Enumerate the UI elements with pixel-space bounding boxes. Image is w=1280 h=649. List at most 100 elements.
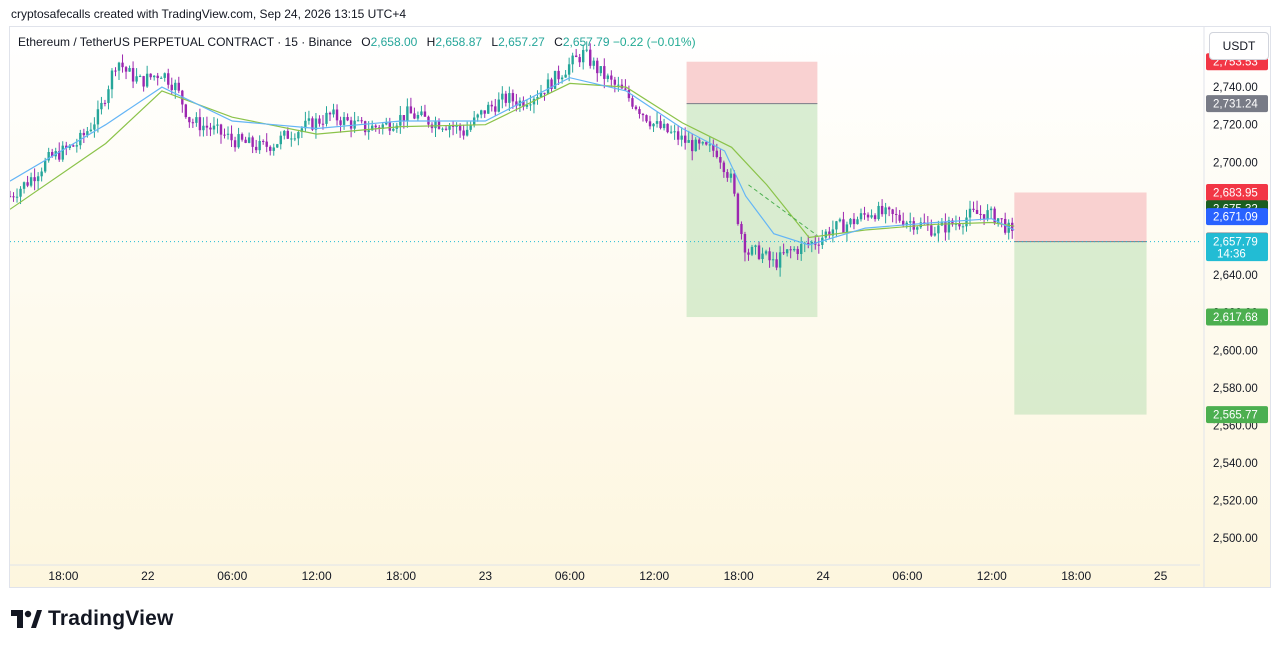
candle xyxy=(627,89,631,99)
candle xyxy=(276,144,279,148)
candle xyxy=(891,209,894,215)
price-label: 2,565.77 xyxy=(1206,406,1268,424)
candle xyxy=(318,118,321,124)
price-label: 2,617.68 xyxy=(1206,308,1268,326)
candle xyxy=(202,125,205,131)
y-tick-label: 2,700.00 xyxy=(1213,157,1258,169)
chart-frame[interactable]: 18:00 22 06:00 12:00 18:00 23 06:00 12:00 18:00 2… xyxy=(9,26,1271,588)
candle xyxy=(332,109,335,115)
candle xyxy=(184,104,188,118)
price-label-box xyxy=(1206,208,1268,226)
open-label: O xyxy=(361,35,371,49)
candle xyxy=(916,227,919,230)
candle xyxy=(722,162,726,173)
candle xyxy=(539,92,543,98)
candle xyxy=(852,218,856,225)
candle xyxy=(47,152,50,161)
candle xyxy=(898,214,901,221)
candle xyxy=(325,112,328,124)
candle xyxy=(367,130,370,133)
candle xyxy=(58,151,61,160)
candle xyxy=(824,231,828,238)
candle xyxy=(152,75,156,78)
price-label-box xyxy=(1206,233,1268,262)
x-tick-label: 22 xyxy=(141,569,155,583)
candle xyxy=(701,142,704,144)
candle xyxy=(212,125,216,130)
tradingview-brand[interactable]: TV TradingView xyxy=(11,606,174,632)
candle xyxy=(828,231,831,236)
candle xyxy=(648,121,652,127)
price-chart[interactable]: 18:00 22 06:00 12:00 18:00 23 06:00 12:00 18:00 2… xyxy=(10,27,1271,588)
candle xyxy=(968,208,972,218)
candle xyxy=(596,60,599,74)
candle xyxy=(416,115,420,119)
candle xyxy=(374,125,377,128)
y-tick-label: 2,540.00 xyxy=(1213,458,1258,470)
candle xyxy=(339,120,342,125)
candle xyxy=(743,234,747,253)
candle xyxy=(469,125,472,130)
price-label-text: 2,657.79 xyxy=(1213,237,1258,249)
candle xyxy=(328,112,332,115)
candle xyxy=(996,218,1000,224)
candle xyxy=(286,130,290,139)
candle xyxy=(511,93,515,102)
x-tick-label: 25 xyxy=(1154,569,1168,583)
candle xyxy=(170,84,173,91)
candle xyxy=(617,84,620,86)
candle xyxy=(982,214,986,220)
candle xyxy=(61,145,64,160)
candle xyxy=(574,55,578,58)
candle xyxy=(209,127,212,130)
candle xyxy=(652,123,655,127)
candle xyxy=(546,79,550,94)
candle xyxy=(564,74,567,78)
candle xyxy=(494,106,497,112)
candle xyxy=(371,125,374,131)
candle xyxy=(205,125,209,128)
trend-dashed-line xyxy=(748,184,818,237)
candle xyxy=(22,182,26,189)
candle xyxy=(103,102,107,104)
currency-button[interactable]: USDT xyxy=(1209,32,1269,60)
candle xyxy=(631,98,634,107)
close-label: C xyxy=(554,35,563,49)
candle xyxy=(121,62,124,68)
candle xyxy=(993,208,996,224)
high-value: 2,658.87 xyxy=(435,35,483,49)
candle xyxy=(497,99,501,112)
candle xyxy=(662,123,666,129)
candle xyxy=(124,67,128,72)
candle xyxy=(747,252,750,255)
candle xyxy=(434,121,437,129)
low-label: L xyxy=(491,35,499,49)
candle xyxy=(293,138,297,140)
candle xyxy=(961,226,965,228)
candle xyxy=(89,129,93,132)
candle xyxy=(557,70,560,80)
stop-loss-zone xyxy=(1014,192,1147,242)
y-tick-label: 2,640.00 xyxy=(1213,270,1258,282)
candle xyxy=(550,79,553,89)
price-label-text: 2,565.77 xyxy=(1213,410,1258,422)
symbol-legend: Ethereum / TetherUS PERPETUAL CONTRACT ·… xyxy=(18,35,696,49)
candle xyxy=(581,49,585,63)
candle xyxy=(757,245,761,260)
candle xyxy=(965,217,968,227)
candle xyxy=(19,188,22,197)
candle xyxy=(349,120,353,129)
candle xyxy=(792,248,796,251)
candle xyxy=(465,129,469,136)
candle xyxy=(849,218,852,225)
candle xyxy=(385,122,388,125)
candle xyxy=(754,245,757,247)
candle xyxy=(483,110,486,114)
candle xyxy=(462,130,465,136)
candle xyxy=(508,93,511,103)
open-value: 2,658.00 xyxy=(370,35,418,49)
price-label: 2,683.95 xyxy=(1206,183,1268,201)
price-label-text: 2,617.68 xyxy=(1213,312,1258,324)
price-label: 2,671.09 xyxy=(1206,208,1268,226)
candle xyxy=(979,213,982,215)
